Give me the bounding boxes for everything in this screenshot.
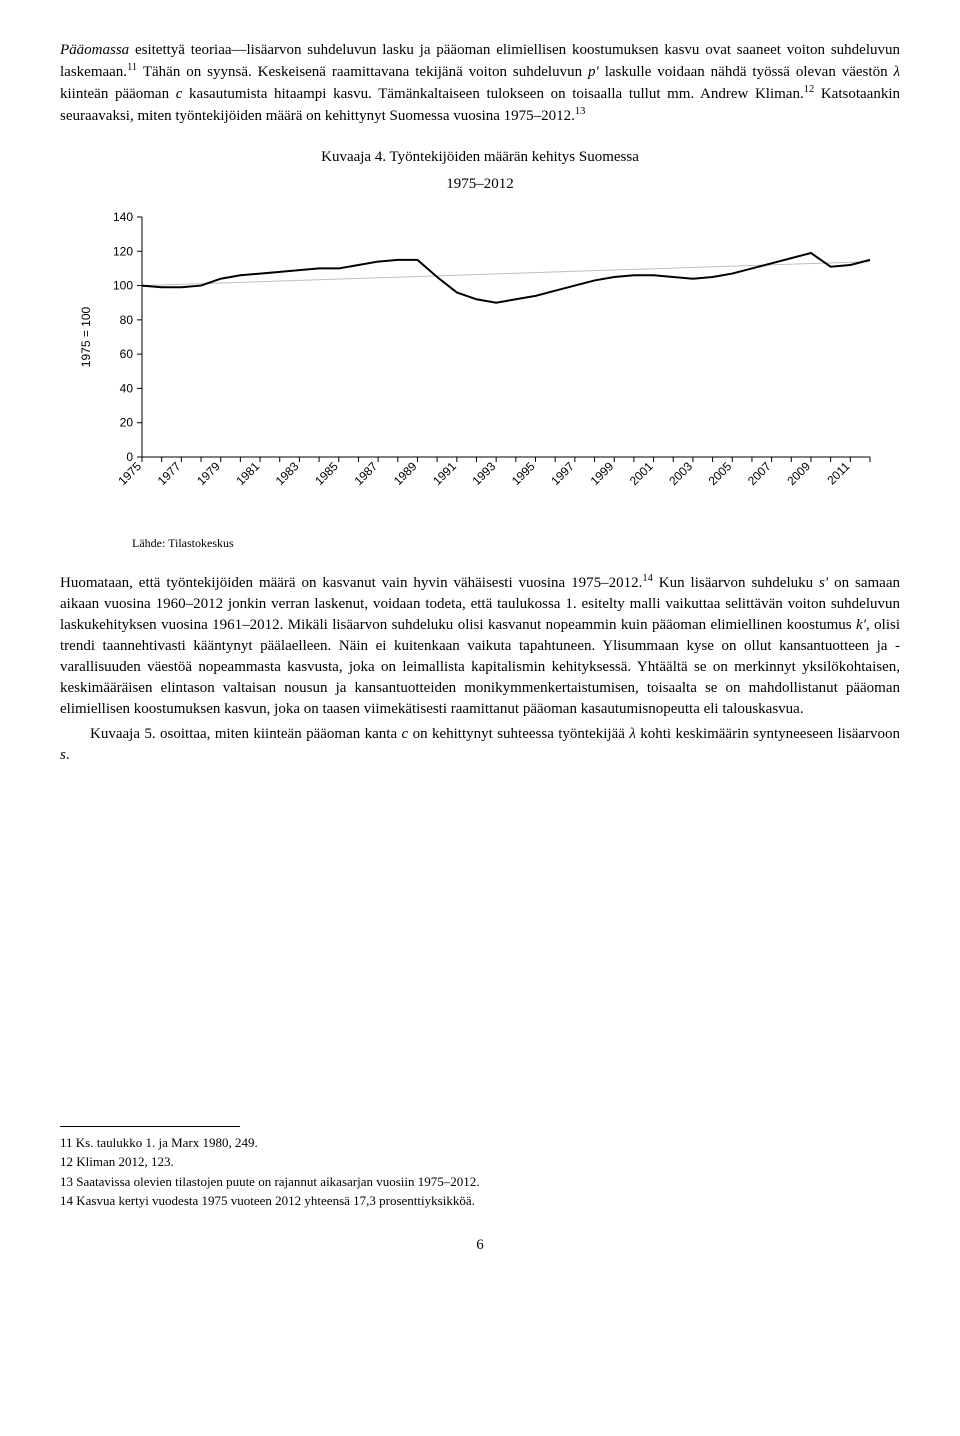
svg-text:2007: 2007 (745, 459, 774, 488)
svg-text:1981: 1981 (233, 459, 262, 488)
svg-text:60: 60 (120, 347, 134, 361)
svg-text:2011: 2011 (824, 459, 852, 487)
chart-subtitle: 1975–2012 (60, 174, 900, 195)
footnote-13: 13 Saatavissa olevien tilastojen puute o… (60, 1172, 900, 1192)
svg-text:1999: 1999 (588, 459, 617, 488)
para1-v2: λ (893, 64, 900, 80)
para1-sup2: 12 (804, 84, 815, 95)
para2-v1: s′ (819, 575, 828, 591)
footnote-rule (60, 1126, 240, 1133)
svg-text:80: 80 (120, 313, 134, 327)
footnote-12: 12 Kliman 2012, 123. (60, 1152, 900, 1172)
paragraph-1: Pääomassa esitettyä teoriaa—lisäarvon su… (60, 40, 900, 127)
para3-t4: . (66, 747, 70, 763)
para1-t2: Tähän on syynsä. Keskeisenä raamittavana… (137, 64, 588, 80)
para2-t2: Kun lisäarvon suhdeluku (653, 575, 819, 591)
svg-text:1975 = 100: 1975 = 100 (79, 306, 93, 367)
para1-lead: Pääomassa (60, 42, 129, 58)
para1-sup3: 13 (575, 106, 586, 117)
svg-text:2001: 2001 (627, 459, 656, 488)
svg-text:1987: 1987 (351, 459, 380, 488)
svg-text:1985: 1985 (312, 459, 341, 488)
footnote-11: 11 Ks. taulukko 1. ja Marx 1980, 249. (60, 1133, 900, 1153)
svg-text:1991: 1991 (430, 459, 459, 488)
svg-text:1983: 1983 (273, 459, 302, 488)
svg-text:1977: 1977 (155, 459, 184, 488)
page-number: 6 (60, 1235, 900, 1256)
line-chart: 0204060801001201401975 = 100197519771979… (70, 207, 890, 527)
para3-t2: on kehittynyt suhteessa työntekijää (408, 726, 629, 742)
para2-v2: k′ (856, 617, 866, 633)
para1-t3: laskulle voidaan nähdä työssä olevan väe… (599, 64, 894, 80)
chart-title: Kuvaaja 4. Työntekijöiden määrän kehitys… (60, 147, 900, 168)
footnote-14: 14 Kasvua kertyi vuodesta 1975 vuoteen 2… (60, 1191, 900, 1211)
para2-sup1: 14 (642, 573, 653, 584)
para3-t3: kohti keskimäärin syntyneeseen lisäarvoo… (636, 726, 900, 742)
svg-text:2005: 2005 (706, 459, 735, 488)
para1-t5: kasautumista hitaampi kasvu. Tämänkaltai… (182, 86, 803, 102)
svg-text:140: 140 (113, 210, 133, 224)
svg-text:2009: 2009 (784, 459, 813, 488)
svg-text:100: 100 (113, 279, 133, 293)
svg-text:1993: 1993 (470, 459, 499, 488)
para1-sup1: 11 (127, 62, 137, 73)
para1-v1: p′ (588, 64, 599, 80)
svg-text:1975: 1975 (115, 459, 144, 488)
para3-t1: Kuvaaja 5. osoittaa, miten kiinteän pääo… (90, 726, 402, 742)
para2-t1: Huomataan, että työntekijöiden määrä on … (60, 575, 642, 591)
svg-text:40: 40 (120, 381, 134, 395)
svg-text:1989: 1989 (391, 459, 420, 488)
paragraph-2: Huomataan, että työntekijöiden määrä on … (60, 572, 900, 720)
para1-t4: kiinteän pääoman (60, 86, 176, 102)
chart-source: Lähde: Tilastokeskus (132, 535, 900, 552)
chart-svg: 0204060801001201401975 = 100197519771979… (70, 207, 890, 527)
svg-text:2003: 2003 (666, 459, 695, 488)
svg-text:1979: 1979 (194, 459, 223, 488)
svg-text:1995: 1995 (509, 459, 538, 488)
svg-text:120: 120 (113, 244, 133, 258)
svg-text:1997: 1997 (548, 459, 577, 488)
svg-text:20: 20 (120, 416, 134, 430)
paragraph-3: Kuvaaja 5. osoittaa, miten kiinteän pääo… (60, 724, 900, 766)
